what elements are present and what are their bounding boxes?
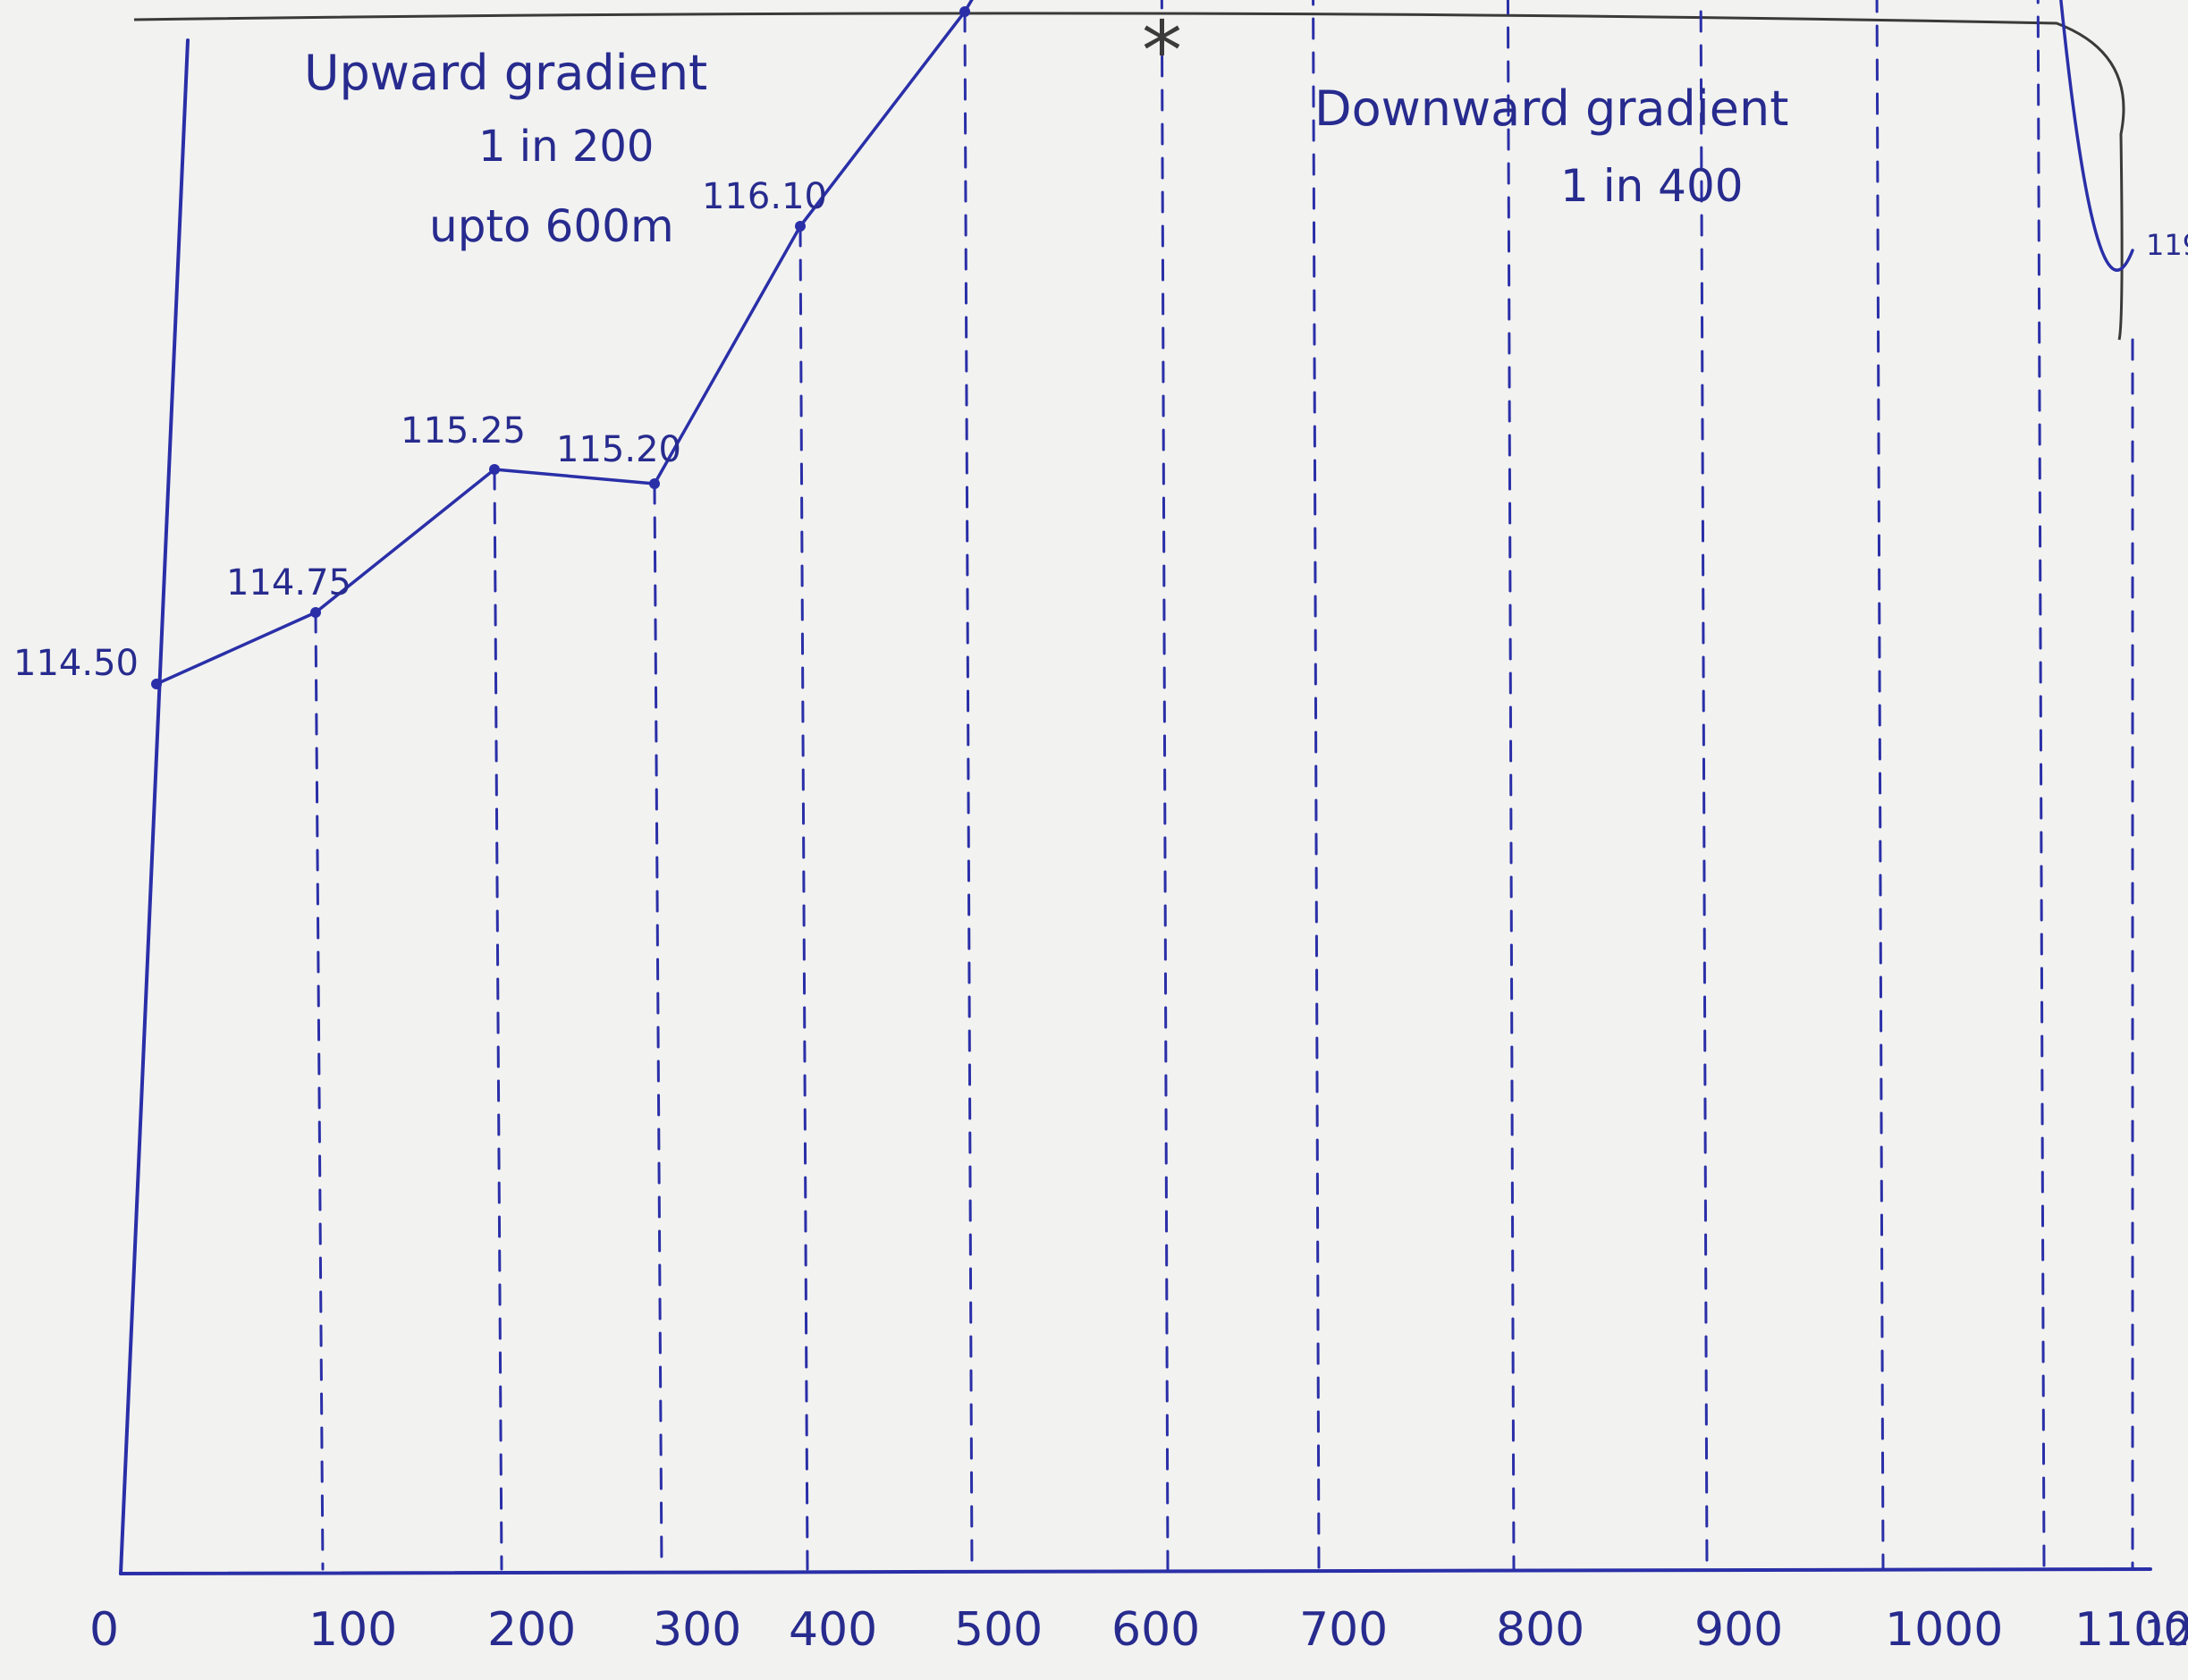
station-line — [1312, 0, 1321, 1571]
x-tick-label: 0 — [89, 1603, 119, 1657]
point-label: 115.20 — [556, 429, 681, 470]
upward-gradient-extent: upto 600m — [429, 200, 674, 252]
profile-line — [155, 0, 974, 686]
station-line — [2036, 0, 2046, 1571]
downward-gradient-ratio: 1 in 400 — [1560, 160, 1744, 212]
x-tick-label: 200 — [487, 1603, 576, 1657]
point-label: 114.50 — [13, 643, 139, 684]
x-tick-label: 400 — [789, 1603, 877, 1657]
point-label-group: 114.50114.75115.25115.20116.10116.85118.… — [13, 0, 996, 684]
x-tick-label: 600 — [1111, 1603, 1200, 1657]
station-line — [493, 468, 503, 1571]
x-tick-label: 900 — [1694, 1603, 1783, 1657]
x-tick-label: 100 — [308, 1603, 397, 1657]
x-tick-label: 300 — [653, 1603, 741, 1657]
profile-line-extension — [2059, 0, 2134, 272]
data-point — [151, 679, 162, 689]
x-tick-label: 120 — [2144, 1613, 2188, 1654]
data-point — [959, 6, 970, 17]
asterisk-mark: * — [1142, 4, 1182, 98]
station-line — [314, 611, 325, 1571]
profile-series — [151, 0, 2134, 689]
station-line — [1699, 0, 1709, 1571]
x-tick-label: 700 — [1299, 1603, 1388, 1657]
x-tick-label: 500 — [954, 1603, 1043, 1657]
point-label: 116.85 — [871, 0, 996, 3]
x-axis — [119, 1567, 2152, 1575]
point-label: 115.25 — [401, 410, 526, 452]
station-line — [963, 10, 974, 1571]
x-tick-label: 1100 — [2074, 1603, 2188, 1657]
station-line — [798, 224, 809, 1571]
station-line — [653, 482, 663, 1571]
point-label: 114.75 — [226, 562, 351, 604]
x-tick-label: 800 — [1496, 1603, 1584, 1657]
station-line — [1875, 0, 1885, 1571]
y-axis — [119, 38, 190, 1575]
x-tick-labels: 0 100 200 300 400 500 600 700 800 900 1000 1100120 — [89, 1603, 2188, 1657]
top-boundary-line — [133, 12, 2125, 341]
data-point — [489, 464, 500, 475]
data-point — [795, 221, 806, 232]
point-label: 116.10 — [702, 176, 827, 217]
station-line — [1160, 0, 1170, 1571]
data-point — [310, 607, 321, 618]
station-lines — [314, 0, 2134, 1571]
clipped-point-label: 119 — [2146, 228, 2188, 262]
downward-gradient-title: Downward gradient — [1314, 80, 1788, 137]
data-point — [649, 478, 660, 489]
x-tick-label: 1000 — [1885, 1603, 2003, 1657]
station-line — [1506, 0, 1516, 1571]
upward-gradient-title: Upward gradient — [304, 45, 707, 101]
upward-gradient-ratio: 1 in 200 — [478, 122, 654, 172]
